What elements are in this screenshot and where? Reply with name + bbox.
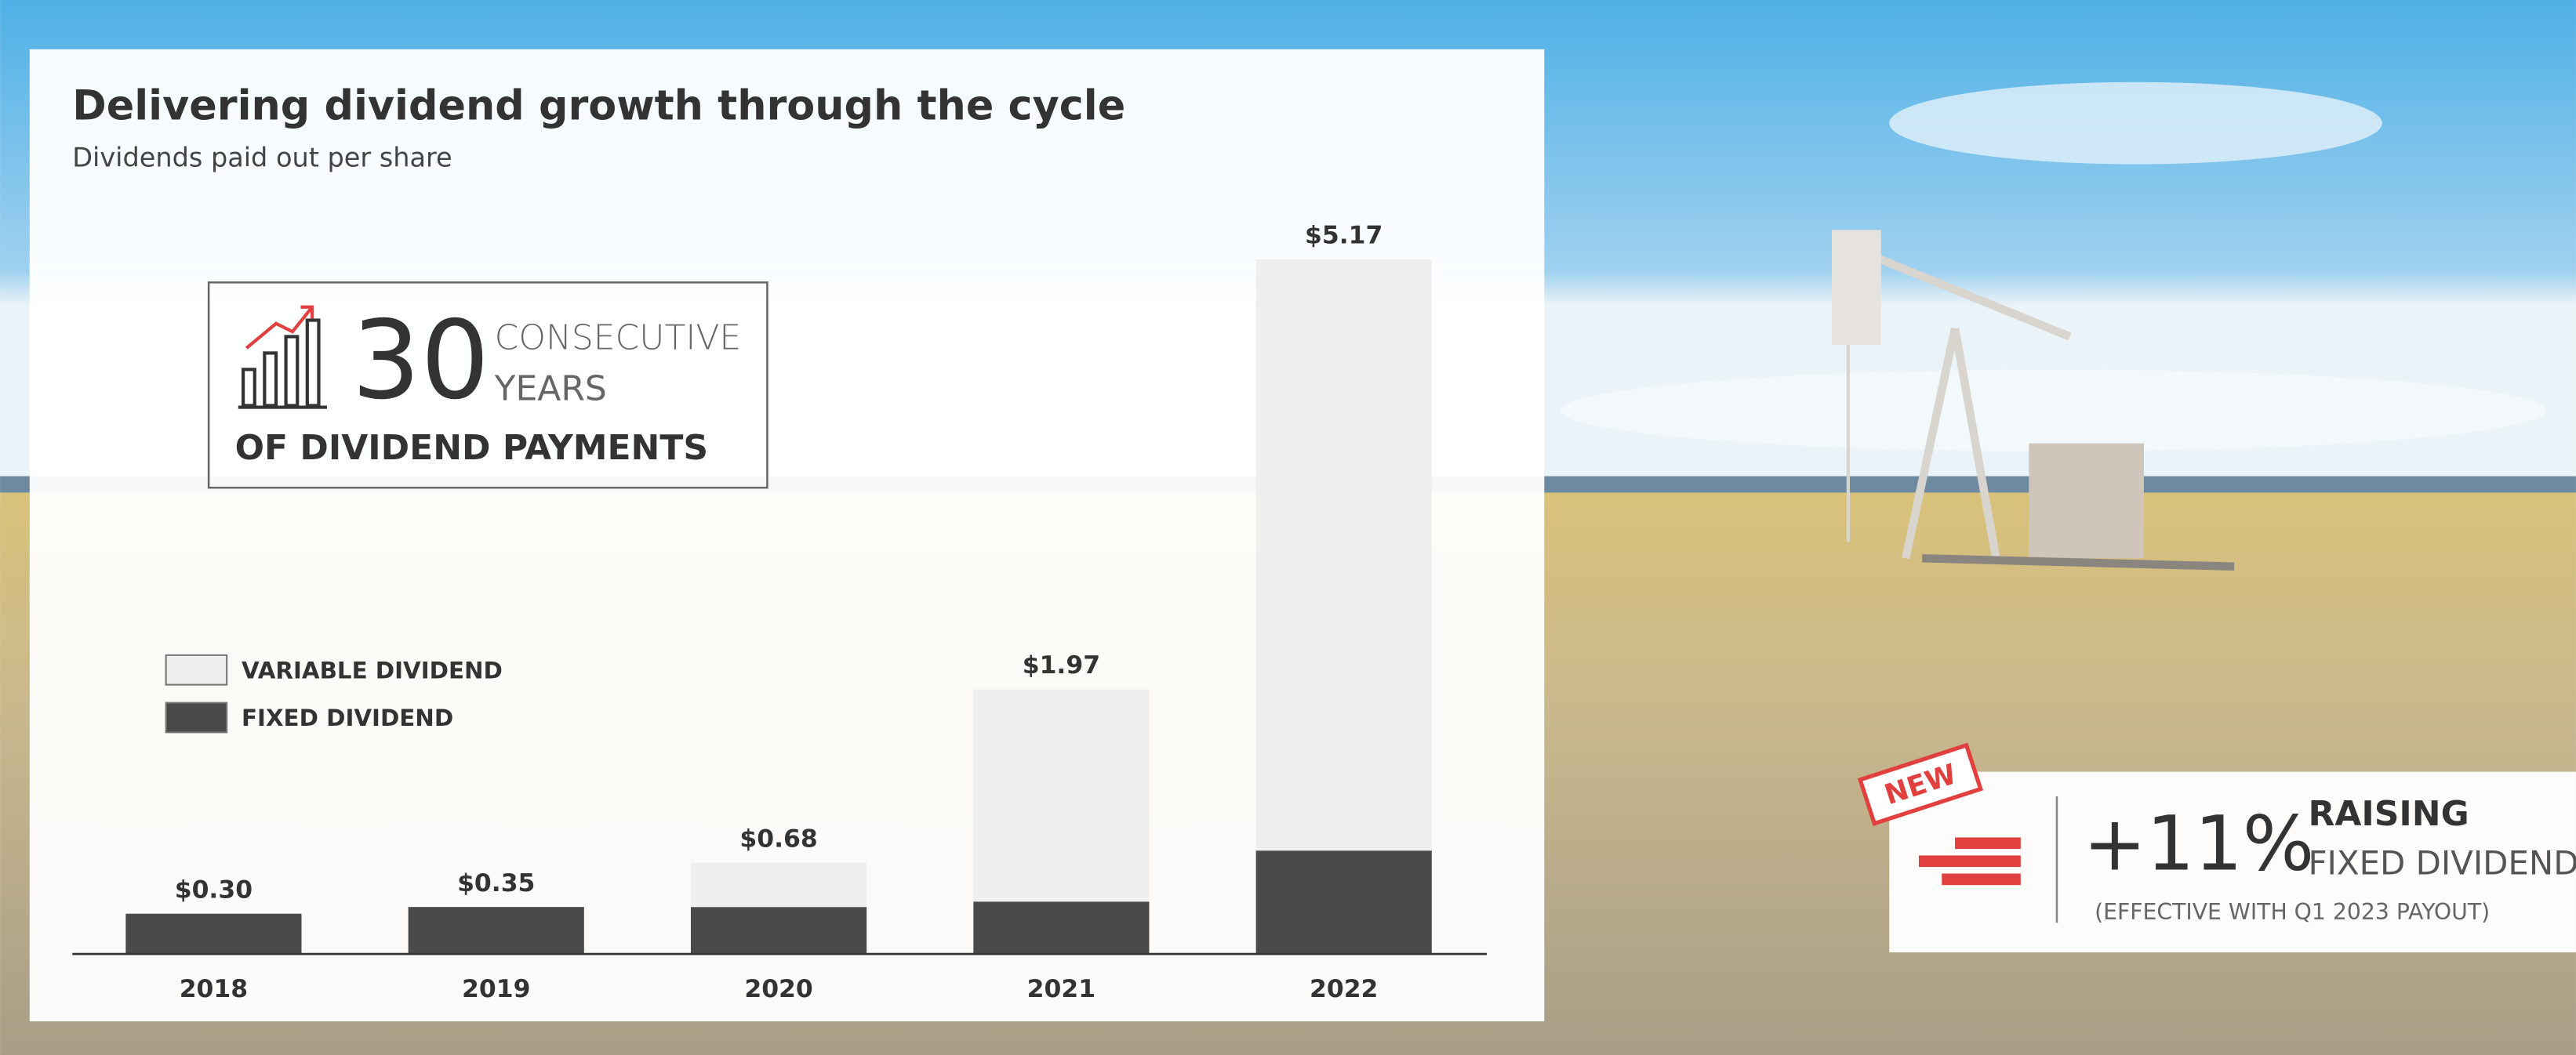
cloud xyxy=(1560,369,2547,452)
value-label: $0.30 xyxy=(175,876,253,904)
legend-label: VARIABLE DIVIDEND xyxy=(242,657,503,683)
callout-text: OF DIVIDEND PAYMENTS xyxy=(235,428,708,468)
badge: NEW +11% RAISING FIXED DIVIDEND (EFFECTI… xyxy=(1857,742,2576,953)
badge-note: (EFFECTIVE WITH Q1 2023 PAYOUT) xyxy=(2095,899,2490,925)
plot: $0.30 2018 $0.35 2019 $0.68 2020 $1.97 2021 $5.1… xyxy=(72,222,1487,1003)
legend-swatch xyxy=(165,702,228,734)
bar-segment xyxy=(1255,850,1432,955)
badge-figure: +11% xyxy=(2083,799,2314,887)
chart-title: Delivering dividend growth through the c… xyxy=(72,82,1125,129)
bar-segment xyxy=(408,907,584,955)
value-label: $5.17 xyxy=(1305,222,1382,250)
bar-segment xyxy=(973,901,1150,955)
callout: 30 CONSECUTIVE YEARS OF DIVIDEND PAYMENT… xyxy=(207,281,768,489)
x-tick-label: 2018 xyxy=(180,975,248,1003)
bar-segment xyxy=(1255,259,1432,851)
badge-text: RAISING xyxy=(2308,794,2469,834)
bar-segment xyxy=(125,913,302,955)
callout-text: CONSECUTIVE xyxy=(495,318,742,358)
x-tick-label: 2019 xyxy=(462,975,530,1003)
bar-segment xyxy=(690,907,867,955)
growth-icon xyxy=(238,305,327,409)
chart-subtitle: Dividends paid out per share xyxy=(72,143,452,173)
x-tick-label: 2021 xyxy=(1027,975,1095,1003)
x-tick-label: 2020 xyxy=(744,975,812,1003)
callout-frame xyxy=(207,281,768,489)
legend-swatch xyxy=(165,654,228,686)
legend-label: FIXED DIVIDEND xyxy=(242,705,453,731)
stripes-icon xyxy=(1918,837,2021,886)
value-label: $0.35 xyxy=(457,869,535,897)
badge-text: FIXED DIVIDEND xyxy=(2308,844,2576,883)
callout-text: YEARS xyxy=(494,369,607,409)
cloud xyxy=(1889,82,2382,165)
pump-jack xyxy=(1831,230,2235,571)
callout-number: 30 xyxy=(351,297,489,423)
value-label: $0.68 xyxy=(739,825,817,853)
value-label: $1.97 xyxy=(1023,651,1100,680)
new-tag: NEW xyxy=(1857,742,1984,826)
bar-segment xyxy=(973,689,1150,902)
x-tick-label: 2022 xyxy=(1310,975,1378,1003)
bar-segment xyxy=(690,862,867,908)
